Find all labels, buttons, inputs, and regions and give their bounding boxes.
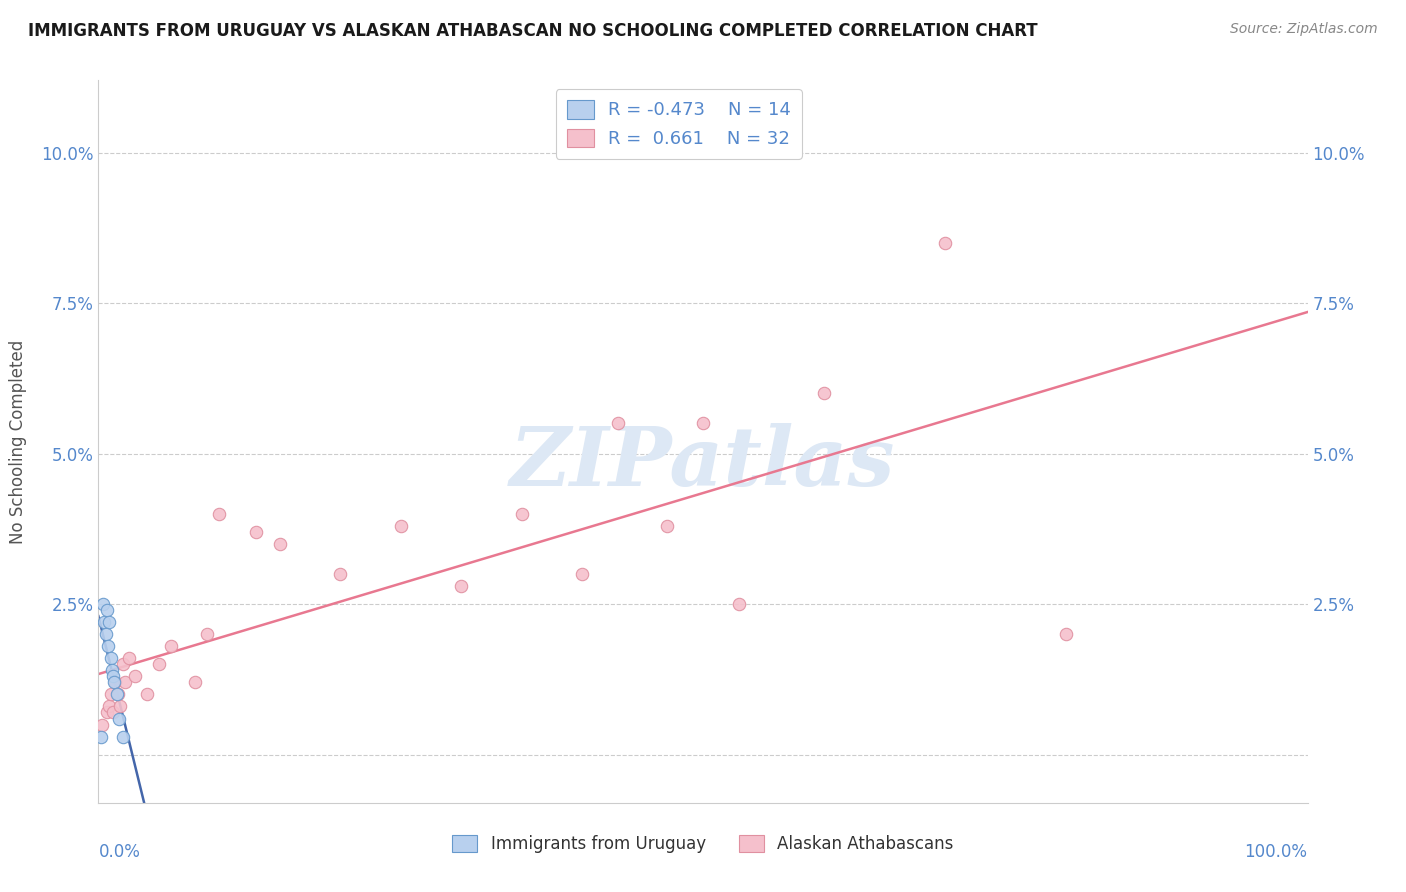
Point — [100, 664, 122, 678]
Point — [111, 730, 134, 744]
Point — [208, 507, 231, 521]
Point — [111, 657, 134, 672]
Point — [107, 687, 129, 701]
Point — [195, 627, 218, 641]
Point — [269, 537, 291, 551]
Point — [389, 518, 412, 533]
Point — [100, 651, 122, 665]
Point — [118, 651, 141, 665]
Point — [108, 699, 131, 714]
Point — [94, 627, 117, 641]
Point — [114, 675, 136, 690]
Point — [934, 235, 956, 250]
Point — [98, 615, 121, 630]
Point — [91, 597, 114, 611]
Point — [571, 567, 593, 582]
Point — [148, 657, 170, 672]
Point — [96, 706, 118, 720]
Text: ZIPatlas: ZIPatlas — [510, 423, 896, 503]
Point — [184, 675, 207, 690]
Point — [655, 518, 678, 533]
Text: 100.0%: 100.0% — [1244, 843, 1308, 861]
Point — [100, 687, 122, 701]
Point — [98, 699, 121, 714]
Point — [245, 524, 267, 539]
Legend: Immigrants from Uruguay, Alaskan Athabascans: Immigrants from Uruguay, Alaskan Athabas… — [446, 828, 960, 860]
Point — [93, 615, 115, 630]
Point — [108, 712, 131, 726]
Point — [103, 675, 125, 690]
Point — [104, 675, 127, 690]
Text: Source: ZipAtlas.com: Source: ZipAtlas.com — [1230, 22, 1378, 37]
Point — [329, 567, 352, 582]
Point — [135, 687, 157, 701]
Point — [101, 706, 124, 720]
Point — [160, 639, 183, 653]
Point — [91, 717, 114, 731]
Point — [450, 579, 472, 593]
Point — [813, 386, 835, 401]
Point — [97, 639, 120, 653]
Point — [1054, 627, 1077, 641]
Y-axis label: No Schooling Completed: No Schooling Completed — [10, 340, 27, 543]
Point — [728, 597, 751, 611]
Point — [510, 507, 533, 521]
Point — [96, 603, 118, 617]
Point — [90, 730, 112, 744]
Point — [105, 687, 128, 701]
Point — [607, 417, 630, 431]
Text: IMMIGRANTS FROM URUGUAY VS ALASKAN ATHABASCAN NO SCHOOLING COMPLETED CORRELATION: IMMIGRANTS FROM URUGUAY VS ALASKAN ATHAB… — [28, 22, 1038, 40]
Text: 0.0%: 0.0% — [98, 843, 141, 861]
Point — [692, 417, 714, 431]
Point — [124, 669, 146, 683]
Point — [101, 669, 124, 683]
